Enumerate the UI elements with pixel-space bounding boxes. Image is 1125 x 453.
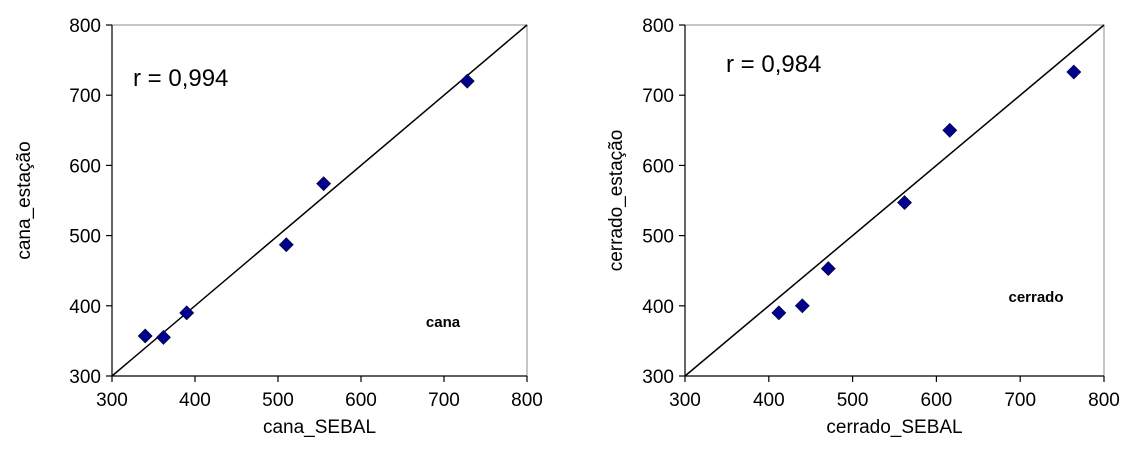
cana-x-tick-label: 700 — [428, 390, 460, 411]
cerrado-x-axis-title: cerrado_SEBAL — [826, 417, 962, 438]
cerrado-x-tick-label: 500 — [837, 390, 869, 411]
cana-data-point — [179, 305, 195, 321]
cana-data-point — [459, 73, 475, 89]
cerrado-data-point — [1066, 64, 1082, 80]
cerrado-data-point — [897, 195, 912, 211]
cana-x-tick-label: 300 — [96, 390, 128, 411]
cerrado-data-point — [794, 298, 810, 314]
cerrado-y-tick-label: 800 — [642, 16, 674, 37]
cana-x-tick-label: 500 — [262, 390, 294, 411]
cana-y-tick-label: 500 — [69, 227, 101, 248]
cana-correlation-label: r = 0,994 — [133, 65, 228, 92]
cana-x-tick-label: 600 — [345, 390, 377, 411]
cerrado-data-point — [820, 261, 836, 277]
cana-x-tick-label: 800 — [511, 390, 543, 411]
cana-data-point — [156, 329, 171, 345]
cerrado-y-tick-label: 300 — [642, 367, 674, 388]
cana-y-tick-label: 800 — [69, 16, 101, 37]
cana-chart: 300 400 500 600 700 800 300 400 500 600 700 800 cana… — [14, 16, 543, 438]
cerrado-data-point — [771, 305, 787, 321]
cerrado-x-tick-label: 400 — [753, 390, 785, 411]
cana-data-point — [316, 176, 332, 192]
cerrado-correlation-label: r = 0,984 — [726, 51, 821, 78]
cana-y-axis-title: cana_estação — [14, 141, 35, 259]
cerrado-x-tick-label: 800 — [1088, 390, 1120, 411]
cerrado-x-tick-label: 300 — [669, 390, 701, 411]
cerrado-y-tick-label: 400 — [642, 297, 674, 318]
cerrado-y-tick-label: 600 — [642, 156, 674, 177]
cana-x-axis-title: cana_SEBAL — [263, 417, 376, 438]
cerrado-x-tick-label: 600 — [921, 390, 953, 411]
cana-one-to-one-line — [111, 24, 528, 377]
cana-x-tick-label: 400 — [179, 390, 211, 411]
cerrado-x-tick-label: 700 — [1004, 390, 1036, 411]
cana-data-point — [137, 328, 153, 344]
cerrado-y-tick-label: 500 — [642, 227, 674, 248]
cerrado-data-point — [942, 122, 958, 138]
cana-y-tick-label: 300 — [69, 367, 101, 388]
cerrado-one-to-one-line — [684, 24, 1105, 377]
cana-data-point — [278, 237, 294, 253]
cerrado-chart: 300 400 500 600 700 800 300 400 500 600 700 800 cerr… — [606, 16, 1120, 438]
cana-y-tick-label: 400 — [69, 297, 101, 318]
cerrado-y-axis-title: cerrado_estação — [606, 130, 627, 272]
cerrado-series-tag: cerrado — [1008, 289, 1063, 306]
cana-series-tag: cana — [426, 314, 461, 331]
cana-y-tick-label: 700 — [69, 86, 101, 107]
cana-y-tick-label: 600 — [69, 156, 101, 177]
cerrado-y-tick-label: 700 — [642, 86, 674, 107]
